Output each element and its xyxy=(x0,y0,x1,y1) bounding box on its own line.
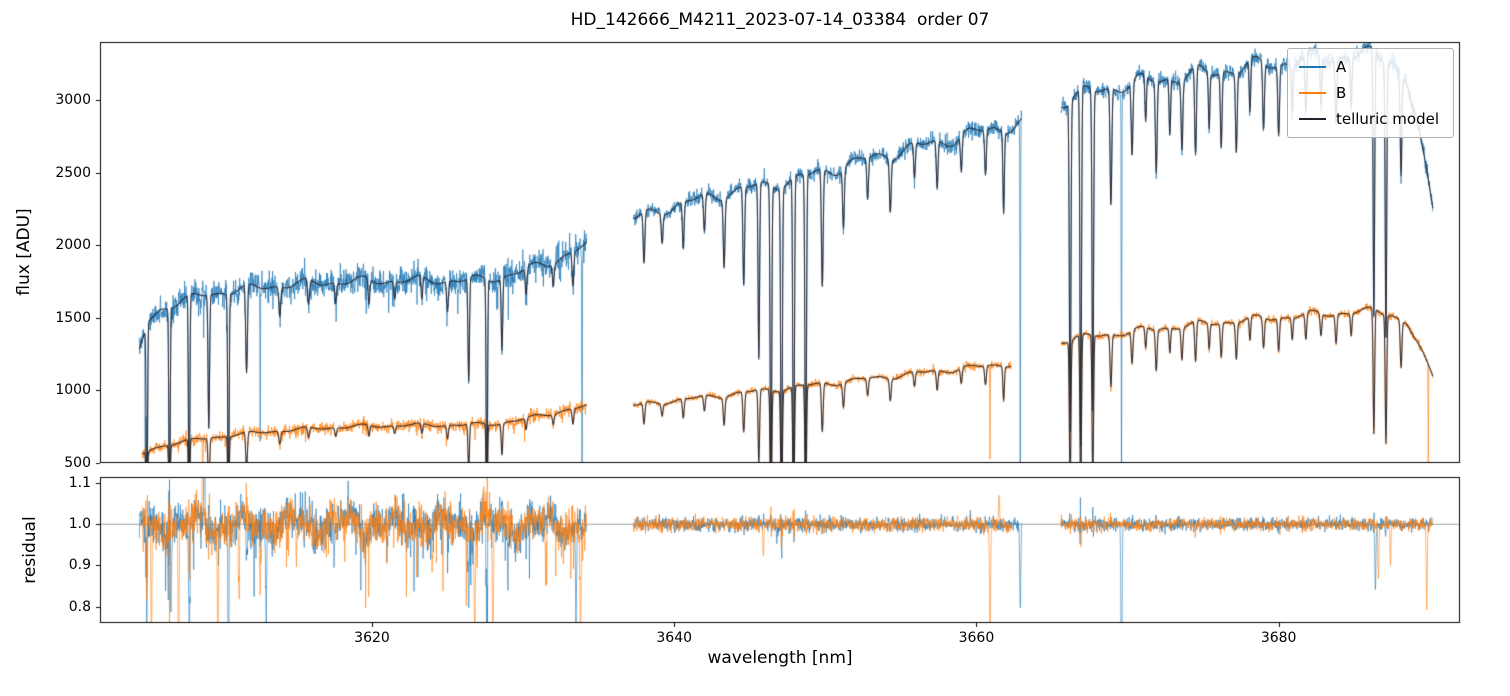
wavelength-xtick-3660: 3660 xyxy=(958,630,995,646)
flux-ytick-1500: 1500 xyxy=(55,309,91,326)
flux-ytick-1000: 1000 xyxy=(55,382,91,399)
legend-label-telluric: telluric model xyxy=(1335,110,1439,128)
wavelength-xtick-3680: 3680 xyxy=(1260,630,1297,646)
residual-ytick-0.8: 0.8 xyxy=(68,598,91,615)
flux-ytick-500: 500 xyxy=(64,455,91,471)
legend-line-a-icon xyxy=(1298,65,1326,69)
flux-ytick-2500: 2500 xyxy=(55,164,91,181)
wavelength-xtick-3640: 3640 xyxy=(656,630,693,646)
residual-ytick-0.9: 0.9 xyxy=(68,557,91,574)
flux-axis-label: flux [ADU] xyxy=(14,208,34,296)
legend-entry-telluric: telluric model xyxy=(1298,110,1439,128)
legend-label-b: B xyxy=(1335,84,1347,102)
legend-line-b-icon xyxy=(1298,91,1326,95)
legend-label-a: A xyxy=(1335,58,1347,76)
legend-line-telluric-icon xyxy=(1298,118,1326,120)
legend-entry-b: B xyxy=(1298,84,1439,102)
plot-title: HD_142666_M4211_2023-07-14_03384 order 0… xyxy=(570,10,990,30)
wavelength-axis-label: wavelength [nm] xyxy=(707,648,853,668)
legend: A B telluric model xyxy=(1286,48,1454,138)
wavelength-xtick-3620: 3620 xyxy=(354,630,390,646)
flux-ytick-2000: 2000 xyxy=(55,237,91,254)
residual-ytick-1.1: 1.1 xyxy=(68,475,91,492)
legend-entry-a: A xyxy=(1298,58,1439,76)
residual-ytick-1.0: 1.0 xyxy=(68,516,91,533)
residual-axis-label: residual xyxy=(20,516,40,584)
flux-ytick-3000: 3000 xyxy=(55,92,91,109)
